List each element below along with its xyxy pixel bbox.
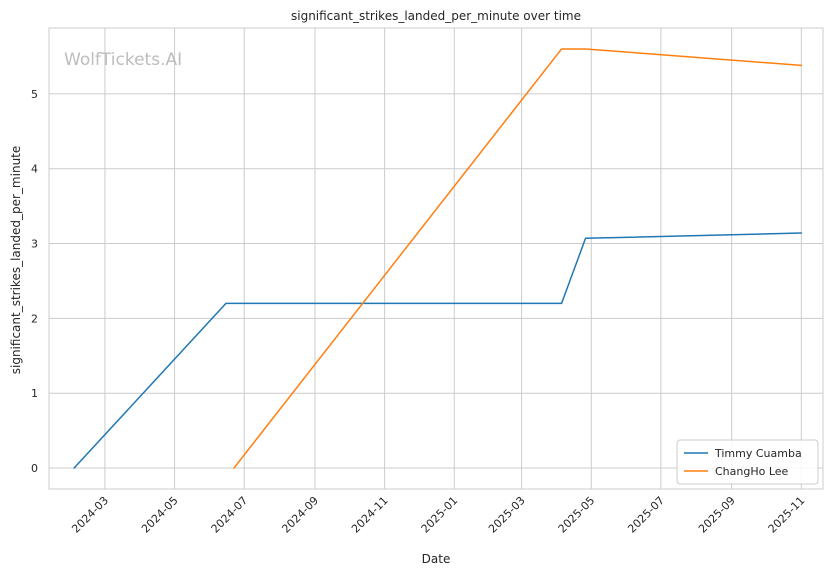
chart-title: significant_strikes_landed_per_minute ov…: [291, 9, 581, 23]
y-tick-label: 1: [31, 387, 38, 400]
x-axis-label: Date: [422, 552, 451, 566]
y-tick-labels: 0 1 2 3 4 5: [31, 88, 38, 475]
y-axis-label: significant_strikes_landed_per_minute: [9, 146, 23, 375]
legend: Timmy Cuamba ChangHo Lee: [676, 439, 819, 485]
watermark-text: WolfTickets.AI: [64, 50, 182, 70]
series-line-2: [233, 48, 803, 469]
y-tick-label: 3: [31, 238, 38, 251]
legend-label: ChangHo Lee: [715, 465, 789, 478]
grid: [49, 28, 823, 489]
y-tick-label: 2: [31, 312, 38, 325]
plot-frame: [48, 27, 824, 490]
series-lines: [73, 48, 803, 469]
legend-box: [676, 439, 819, 485]
series-line-1: [73, 232, 803, 469]
y-tick-label: 4: [31, 163, 38, 176]
y-tick-label: 5: [31, 88, 38, 101]
y-tick-label: 0: [31, 462, 38, 475]
legend-label: Timmy Cuamba: [714, 447, 802, 460]
